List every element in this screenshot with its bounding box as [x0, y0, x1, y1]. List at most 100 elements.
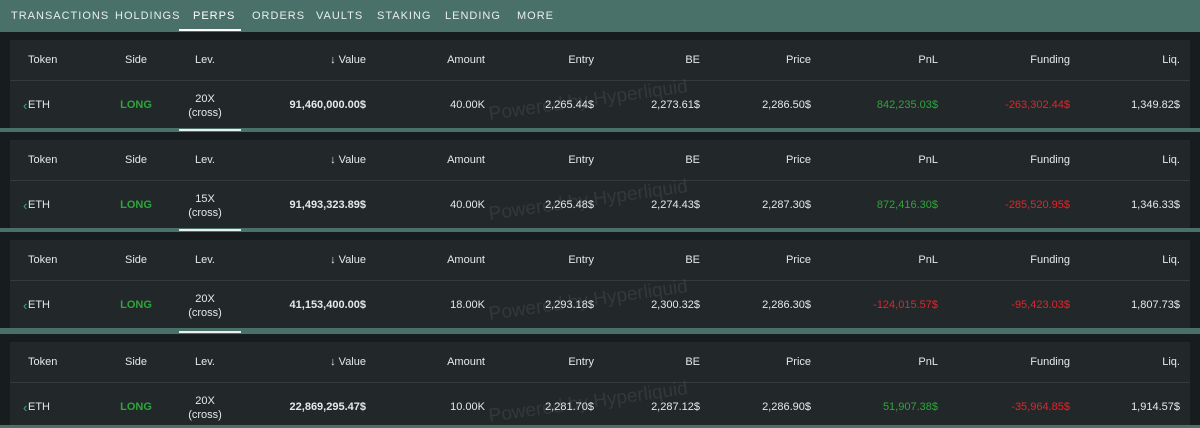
column-header-text: Price [785, 254, 811, 266]
column-header[interactable]: ↓ Value [330, 254, 366, 266]
column-header-text: Lev. [195, 54, 215, 66]
cell: ETH [28, 99, 50, 111]
watermark: Powered by Hyperliquid [487, 276, 690, 325]
tab[interactable]: STAKING [377, 10, 432, 22]
column-header: BE [685, 54, 700, 66]
column-header: Liq. [1162, 154, 1180, 166]
cell: 2,300.32$ [651, 299, 700, 311]
column-header: Entry [568, 54, 594, 66]
cell: 2,286.30$ [762, 299, 811, 311]
column-header[interactable]: ↓ Value [330, 54, 366, 66]
column-header-text: Funding [1030, 356, 1070, 368]
row-divider [10, 382, 1190, 383]
row-divider [10, 280, 1190, 281]
column-header[interactable]: ↓ Value [330, 154, 366, 166]
cell: LONG [120, 401, 152, 413]
cell: 10.00K [450, 401, 485, 413]
tab[interactable]: MORE [517, 10, 554, 22]
column-header: Lev. [195, 254, 215, 266]
watermark: Powered by Hyperliquid [487, 176, 690, 225]
positions-table: Token Side Lev. ↓ Value Amount Entry BE Price Pn… [10, 342, 1190, 427]
cell: LONG [120, 99, 152, 111]
tab[interactable]: PERPS [193, 10, 236, 22]
column-header: Funding [1030, 54, 1070, 66]
column-header-text: Value [338, 54, 366, 66]
column-header: Price [786, 54, 811, 66]
sort-icon: ↓ [330, 356, 339, 368]
column-header-text: Token [28, 356, 58, 368]
column-header-text: Entry [568, 356, 594, 368]
tab[interactable]: HOLDINGS [115, 10, 181, 22]
column-header-text: BE [685, 54, 700, 66]
cell: ETH [28, 299, 50, 311]
column-header-text: BE [685, 154, 700, 166]
tab[interactable]: VAULTS [316, 10, 364, 22]
column-header: Price [786, 254, 811, 266]
column-header: Amount [447, 154, 485, 166]
column-header-text: Price [785, 154, 811, 166]
column-header-text: Price [785, 356, 811, 368]
token-icon: ‹ [23, 298, 28, 313]
column-header: BE [685, 154, 700, 166]
column-header-text: Liq. [1162, 54, 1180, 66]
leverage-line: 20X [195, 395, 215, 407]
cell: 2,287.12$ [651, 401, 700, 413]
leverage-line: 20X [195, 93, 215, 105]
tab[interactable]: TRANSACTIONS [11, 10, 110, 22]
tab[interactable]: ORDERS [252, 10, 306, 22]
column-header-text: Value [338, 356, 366, 368]
column-header: Side [125, 54, 147, 66]
column-header: Liq. [1162, 54, 1180, 66]
cell: -263,302.44$ [1005, 99, 1070, 111]
cell: LONG [120, 199, 152, 211]
leverage-line: (cross) [188, 307, 222, 319]
cell: 2,274.43$ [651, 199, 700, 211]
column-header-text: Amount [447, 254, 485, 266]
column-header-text: BE [685, 356, 700, 368]
column-header-text: Amount [447, 356, 485, 368]
column-header-text: Lev. [195, 154, 215, 166]
leverage-cell: 20X (cross) [188, 92, 222, 120]
cell: -95,423.03$ [1011, 299, 1070, 311]
active-tab-underline [179, 229, 241, 231]
column-header: Price [786, 154, 811, 166]
token-icon: ‹ [23, 400, 28, 415]
leverage-cell: 15X (cross) [188, 192, 222, 220]
column-header-text: Token [28, 254, 58, 266]
column-header-text: Side [124, 254, 148, 266]
row-divider [10, 180, 1190, 181]
column-header: Funding [1030, 356, 1070, 368]
column-header: Price [786, 356, 811, 368]
column-header: Funding [1030, 154, 1070, 166]
leverage-cell: 20X (cross) [188, 292, 222, 320]
cell: -124,015.57$ [873, 299, 938, 311]
active-tab-underline [179, 331, 241, 333]
column-header-text: Lev. [195, 356, 215, 368]
cell: 40.00K [450, 199, 485, 211]
positions-table: Token Side Lev. ↓ Value Amount Entry BE Price Pn… [10, 240, 1190, 328]
column-header-text: PnL [918, 254, 938, 266]
column-header[interactable]: ↓ Value [330, 356, 366, 368]
positions-panel: Token Side Lev. ↓ Value Amount Entry BE Price Pn… [0, 32, 1200, 128]
token-icon: ‹ [23, 198, 28, 213]
leverage-line: (cross) [188, 207, 222, 219]
cell: 91,493,323.89$ [289, 199, 366, 211]
tab[interactable]: LENDING [445, 10, 501, 22]
column-header: BE [685, 356, 700, 368]
column-header-text: BE [685, 254, 700, 266]
cell: LONG [120, 299, 152, 311]
column-header: Amount [447, 54, 485, 66]
cell: 40.00K [450, 99, 485, 111]
column-header-text: Funding [1030, 54, 1070, 66]
column-header: Token [28, 154, 57, 166]
column-header-text: Token [28, 54, 58, 66]
watermark: Powered by Hyperliquid [487, 378, 690, 427]
sort-icon: ↓ [330, 154, 339, 166]
column-header-text: Side [124, 54, 148, 66]
tab-bar: TRANSACTIONS HOLDINGS PERPS ORDERS VAULTS STA… [0, 0, 1200, 32]
column-header: Lev. [195, 356, 215, 368]
cell: 842,235.03$ [876, 99, 938, 111]
column-header-text: Amount [447, 154, 485, 166]
column-header: Entry [568, 254, 594, 266]
active-tab-underline [179, 29, 241, 31]
